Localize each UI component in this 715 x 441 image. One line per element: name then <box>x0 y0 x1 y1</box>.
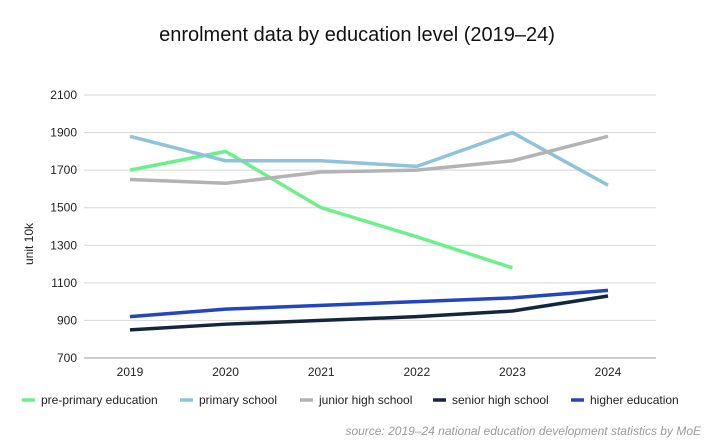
x-tick-label: 2022 <box>403 365 430 379</box>
x-axis-ticks: 2019 2020 2021 2022 2023 2024 <box>117 365 622 379</box>
y-tick-label: 1100 <box>51 276 77 290</box>
legend-label: senior high school <box>452 393 549 407</box>
series-line-senior-high-school <box>129 294 609 332</box>
y-tick-label: 1900 <box>50 126 77 140</box>
x-tick-label: 2023 <box>499 365 526 379</box>
legend-label: higher education <box>590 393 679 407</box>
legend-label: pre-primary education <box>41 393 158 407</box>
legend-label: junior high school <box>318 393 412 407</box>
series-line-primary-school <box>129 130 609 187</box>
y-tick-label: 700 <box>57 351 77 365</box>
source-note: source: 2019–24 national education devel… <box>345 424 701 438</box>
y-tick-label: 900 <box>57 313 77 327</box>
series-line-pre-primary-education <box>129 149 513 270</box>
x-tick-label: 2024 <box>595 365 622 379</box>
y-tick-label: 2100 <box>50 88 77 102</box>
y-axis-label: unit 10k <box>22 222 36 265</box>
x-tick-label: 2021 <box>308 365 335 379</box>
y-axis-ticks: 700 900 1100 1300 1500 1700 1900 2100 <box>50 88 77 365</box>
x-tick-label: 2020 <box>212 365 239 379</box>
chart-title: enrolment data by education level (2019–… <box>159 24 555 46</box>
y-tick-label: 1300 <box>50 238 77 252</box>
x-tick-label: 2019 <box>117 365 144 379</box>
series-lines <box>129 130 609 332</box>
series-line-junior-high-school <box>129 134 609 186</box>
legend: pre-primary education primary school junio… <box>22 393 679 407</box>
series-line-higher-education <box>129 288 609 319</box>
y-tick-label: 1700 <box>50 163 77 177</box>
y-tick-label: 1500 <box>50 201 77 215</box>
legend-label: primary school <box>199 393 277 407</box>
